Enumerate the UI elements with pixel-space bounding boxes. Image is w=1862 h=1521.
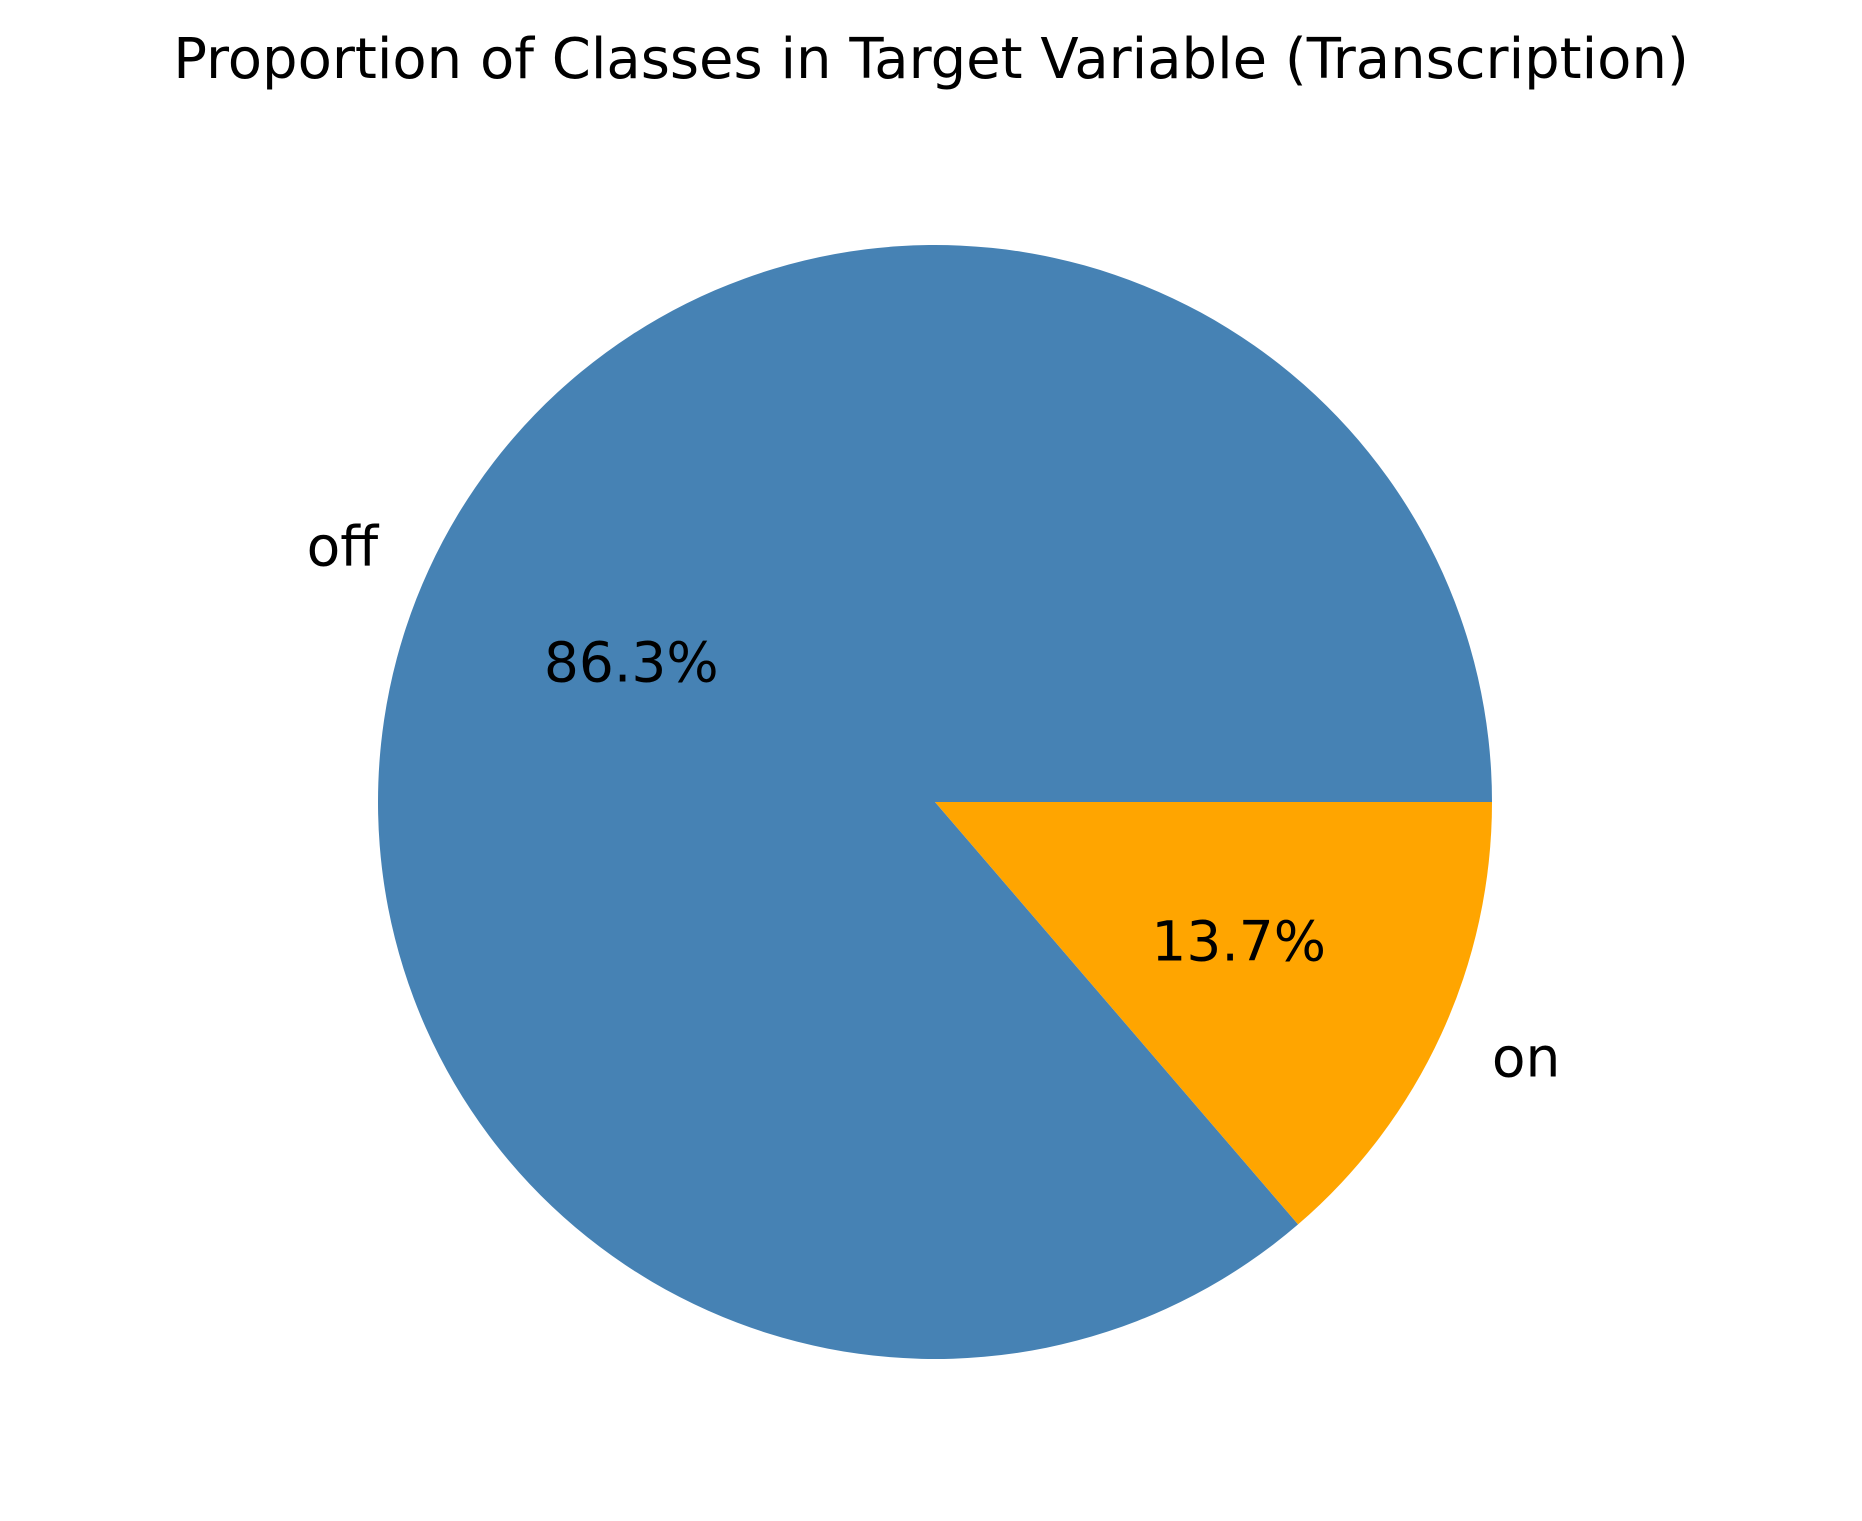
pie-slice-off: [377, 245, 1492, 1360]
pie-slices: [377, 245, 1492, 1360]
slice-label-on: on: [1492, 1026, 1561, 1090]
chart-title: Proportion of Classes in Target Variable…: [173, 27, 1689, 92]
slice-percent-off: 86.3%: [544, 631, 719, 695]
slice-label-off: off: [307, 514, 380, 578]
slice-percent-on: 13.7%: [1151, 909, 1326, 973]
pie-slice-on: [935, 802, 1492, 1225]
pie-labels: off 86.3% on 13.7%: [307, 514, 1561, 1089]
